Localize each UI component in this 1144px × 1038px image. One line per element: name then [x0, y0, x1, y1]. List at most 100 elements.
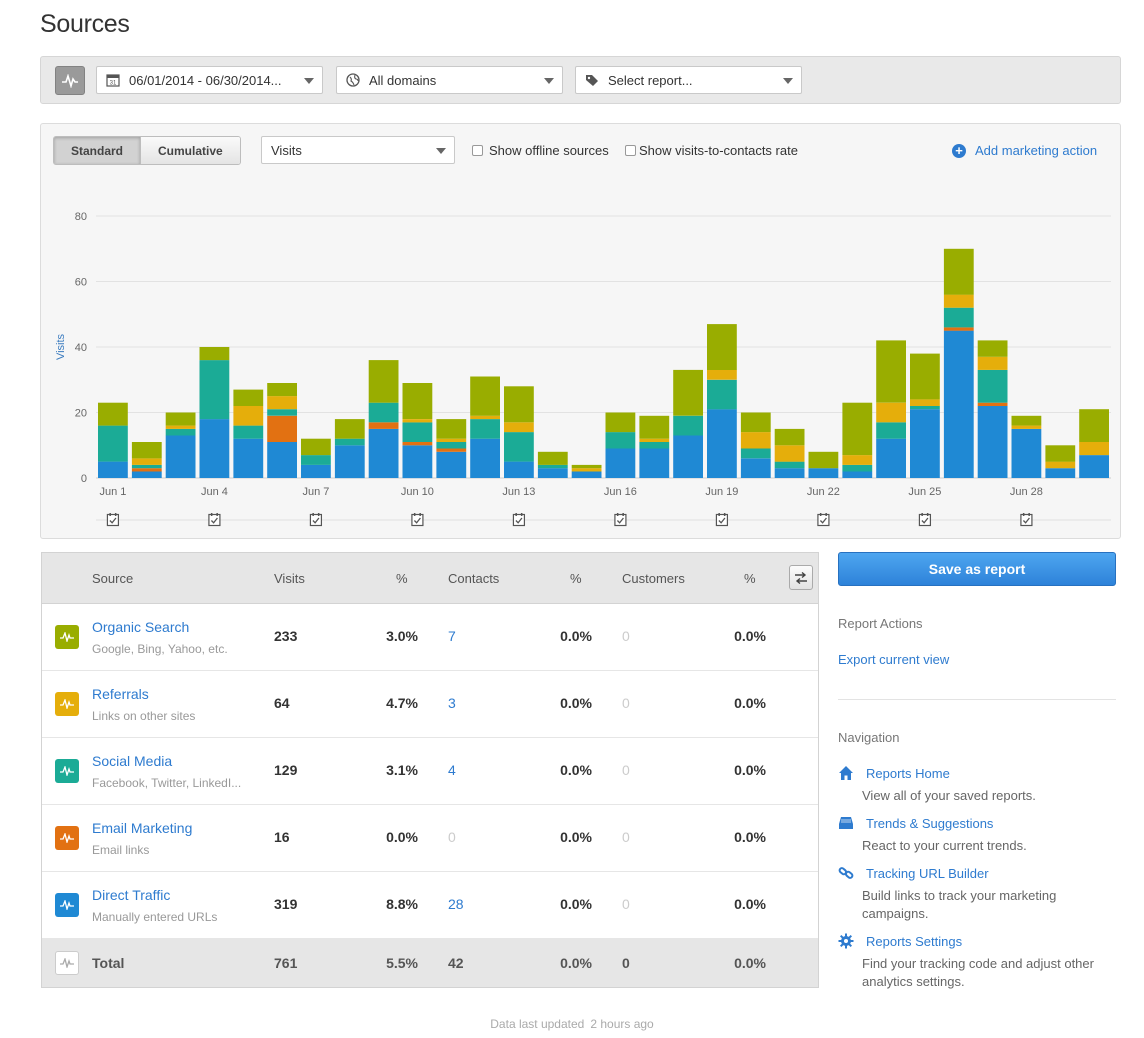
source-name-link[interactable]: Direct Traffic [92, 887, 171, 903]
standard-button[interactable]: Standard [54, 137, 142, 164]
header-visits-pct[interactable]: % [396, 571, 408, 586]
bar-segment-organic [1045, 445, 1076, 462]
marketing-action-icon[interactable] [1020, 513, 1033, 527]
visits-rate-checkbox[interactable]: Show visits-to-contacts rate [625, 143, 798, 158]
header-source[interactable]: Source [92, 571, 134, 586]
bar-segment-referrals [504, 422, 534, 433]
marketing-action-icon[interactable] [512, 513, 526, 527]
header-customers-pct[interactable]: % [744, 571, 756, 586]
tag-icon [584, 72, 600, 88]
bar-segment-direct [334, 445, 365, 479]
report-dropdown[interactable]: Select report... [575, 66, 802, 94]
marketing-action-icon[interactable] [918, 513, 932, 527]
checkbox-box[interactable] [472, 145, 483, 156]
export-current-view-link[interactable]: Export current view [838, 652, 950, 667]
bar-segment-social [131, 464, 162, 469]
bar-segment-social [605, 432, 636, 449]
bar-segment-referrals [267, 396, 297, 410]
data-updated-ago: 2 hours ago [590, 1017, 654, 1031]
bar-segment-direct [470, 438, 500, 478]
bar-segment-email [436, 448, 467, 452]
contacts-link[interactable]: 3 [448, 695, 456, 711]
customers-pct-cell: 0.0% [734, 762, 766, 778]
marketing-action-icon[interactable] [817, 513, 830, 527]
cumulative-button[interactable]: Cumulative [141, 137, 240, 164]
header-customers[interactable]: Customers [622, 571, 685, 586]
bar-segment-social [537, 464, 568, 469]
offline-sources-label: Show offline sources [489, 143, 609, 158]
marketing-action-icon[interactable] [309, 513, 323, 527]
bar-segment-social [910, 405, 940, 410]
contacts-link[interactable]: 7 [448, 628, 456, 644]
source-description: Facebook, Twitter, LinkedI... [92, 776, 242, 790]
add-marketing-action-link[interactable]: + Add marketing action [952, 143, 1097, 158]
calendar-icon: 31 [105, 72, 121, 88]
nav-reports-home-link[interactable]: Reports Home [866, 766, 950, 781]
bar-segment-referrals [470, 415, 500, 420]
customers-pct-cell: 0.0% [734, 896, 766, 912]
bar-segment-referrals [1045, 461, 1076, 469]
sources-pulse-button[interactable] [55, 66, 85, 95]
customers-pct-cell: 0.0% [734, 628, 766, 644]
header-visits[interactable]: Visits [274, 571, 305, 586]
contacts-link[interactable]: 4 [448, 762, 456, 778]
customers-cell: 0 [622, 829, 630, 845]
bar-segment-organic [504, 386, 534, 423]
bar-segment-referrals [571, 468, 602, 472]
domain-dropdown[interactable]: All domains [336, 66, 563, 94]
bar-segment-social [504, 432, 534, 462]
x-tick-label: Jun 7 [302, 486, 329, 498]
date-range-dropdown[interactable]: 31 06/01/2014 - 06/30/2014... [96, 66, 323, 94]
checkbox-box[interactable] [625, 145, 636, 156]
header-contacts[interactable]: Contacts [448, 571, 500, 586]
chevron-down-icon [783, 78, 793, 84]
sidebar-divider [838, 699, 1116, 700]
x-tick-label: Jun 28 [1010, 486, 1043, 498]
bar-segment-direct [774, 468, 805, 478]
bar-segment-organic [842, 402, 873, 456]
bar-segment-organic [436, 419, 467, 439]
bar-segment-email [368, 422, 399, 429]
bar-segment-social [368, 402, 399, 423]
bar-segment-social [707, 379, 737, 410]
marketing-action-icon[interactable] [106, 513, 120, 527]
visits-cell: 16 [274, 829, 290, 845]
contacts-link[interactable]: 28 [448, 896, 464, 912]
marketing-action-icon[interactable] [715, 513, 729, 527]
y-tick-label: 80 [75, 211, 87, 223]
x-tick-label: Jun 19 [705, 486, 738, 498]
bar-segment-email [977, 402, 1008, 406]
marketing-action-icon[interactable] [614, 513, 627, 527]
source-name-link[interactable]: Referrals [92, 686, 149, 702]
marketing-action-icon[interactable] [208, 513, 221, 527]
bar-segment-direct [605, 448, 636, 478]
chart-panel: Standard Cumulative Visits Show offline … [40, 123, 1121, 539]
bar-segment-social [740, 448, 771, 459]
marketing-action-icon[interactable] [411, 513, 424, 527]
swap-columns-button[interactable] [789, 565, 813, 590]
nav-reports-settings-link[interactable]: Reports Settings [866, 934, 963, 949]
nav-tracking-url-link[interactable]: Tracking URL Builder [866, 866, 989, 881]
nav-trends-link[interactable]: Trends & Suggestions [866, 816, 994, 831]
view-mode-toggle: Standard Cumulative [53, 136, 241, 165]
bar-segment-social [774, 461, 805, 469]
header-contacts-pct[interactable]: % [570, 571, 582, 586]
swap-arrows-icon [795, 571, 807, 584]
x-tick-label: Jun 16 [604, 486, 637, 498]
bar-segment-direct [842, 471, 873, 478]
bar-segment-organic [233, 389, 264, 406]
source-name-link[interactable]: Social Media [92, 753, 173, 769]
visits-rate-label: Show visits-to-contacts rate [639, 143, 798, 158]
y-tick-label: 40 [75, 342, 87, 354]
y-tick-label: 0 [81, 473, 87, 485]
offline-sources-checkbox[interactable]: Show offline sources [472, 143, 609, 158]
bar-segment-organic [707, 324, 737, 370]
data-updated-footer: Data last updated 2 hours ago [0, 1017, 1144, 1031]
y-axis-label: Visits [55, 333, 67, 360]
source-name-link[interactable]: Organic Search [92, 619, 190, 635]
bar-segment-organic [673, 369, 703, 416]
metric-dropdown[interactable]: Visits [261, 136, 455, 164]
save-as-report-button[interactable]: Save as report [838, 552, 1116, 586]
globe-icon [345, 72, 361, 88]
source-name-link[interactable]: Email Marketing [92, 820, 193, 836]
